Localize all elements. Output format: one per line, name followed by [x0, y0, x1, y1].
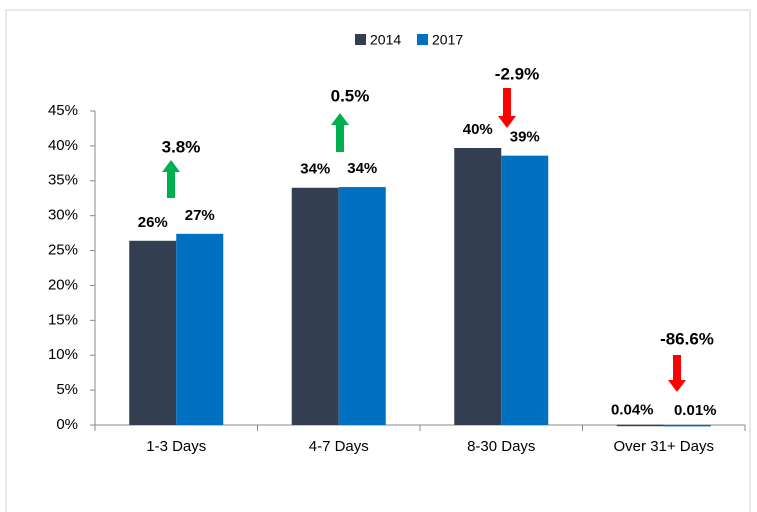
bar: [616, 424, 664, 427]
y-tick-label: 45%: [48, 102, 78, 119]
bar: [454, 147, 502, 425]
legend-swatch: [417, 34, 428, 45]
bar: [176, 233, 224, 425]
y-tick-label: 25%: [48, 242, 78, 259]
bar: [129, 240, 177, 425]
value-label vl: 0.04%: [611, 402, 654, 419]
x-tick-label: 8-30 Days: [467, 438, 535, 455]
value-label vl: 34%: [347, 160, 377, 177]
x-tick-label: 1-3 Days: [146, 438, 206, 455]
x-tick-label: Over 31+ Days: [614, 438, 714, 455]
bar: [338, 187, 386, 425]
value-label vl: 27%: [185, 207, 215, 224]
y-tick-label: 40%: [48, 137, 78, 154]
legend-label: 2017: [432, 32, 463, 48]
value-label vl: 40%: [463, 121, 493, 138]
frame: [5, 9, 751, 512]
y-tick-label: 0%: [56, 416, 78, 433]
y-tick-label: 5%: [56, 381, 78, 398]
change-label: -2.9%: [495, 64, 539, 83]
legend-label: 2014: [370, 32, 401, 48]
change-label: 3.8%: [162, 137, 201, 156]
y-tick-label: 15%: [48, 311, 78, 328]
change-label: 0.5%: [331, 86, 370, 105]
y-tick-label: 20%: [48, 276, 78, 293]
change-arrow: [498, 88, 516, 128]
value-label vl: 39%: [510, 129, 540, 146]
value-label vl: 0.01%: [674, 402, 717, 419]
change-arrow: [668, 355, 686, 392]
y-tick-label: 35%: [48, 172, 78, 189]
bar: [291, 187, 339, 425]
y-tick-label: 30%: [48, 207, 78, 224]
bar: [663, 424, 711, 427]
bar: [501, 155, 549, 425]
change-arrow: [331, 113, 349, 152]
value-label vl: 26%: [138, 214, 168, 231]
change-label: -86.6%: [660, 329, 714, 348]
x-tick-label: 4-7 Days: [309, 438, 369, 455]
value-label vl: 34%: [300, 161, 330, 178]
y-tick-label: 10%: [48, 346, 78, 363]
legend-swatch: [355, 34, 366, 45]
change-arrow: [162, 160, 180, 198]
